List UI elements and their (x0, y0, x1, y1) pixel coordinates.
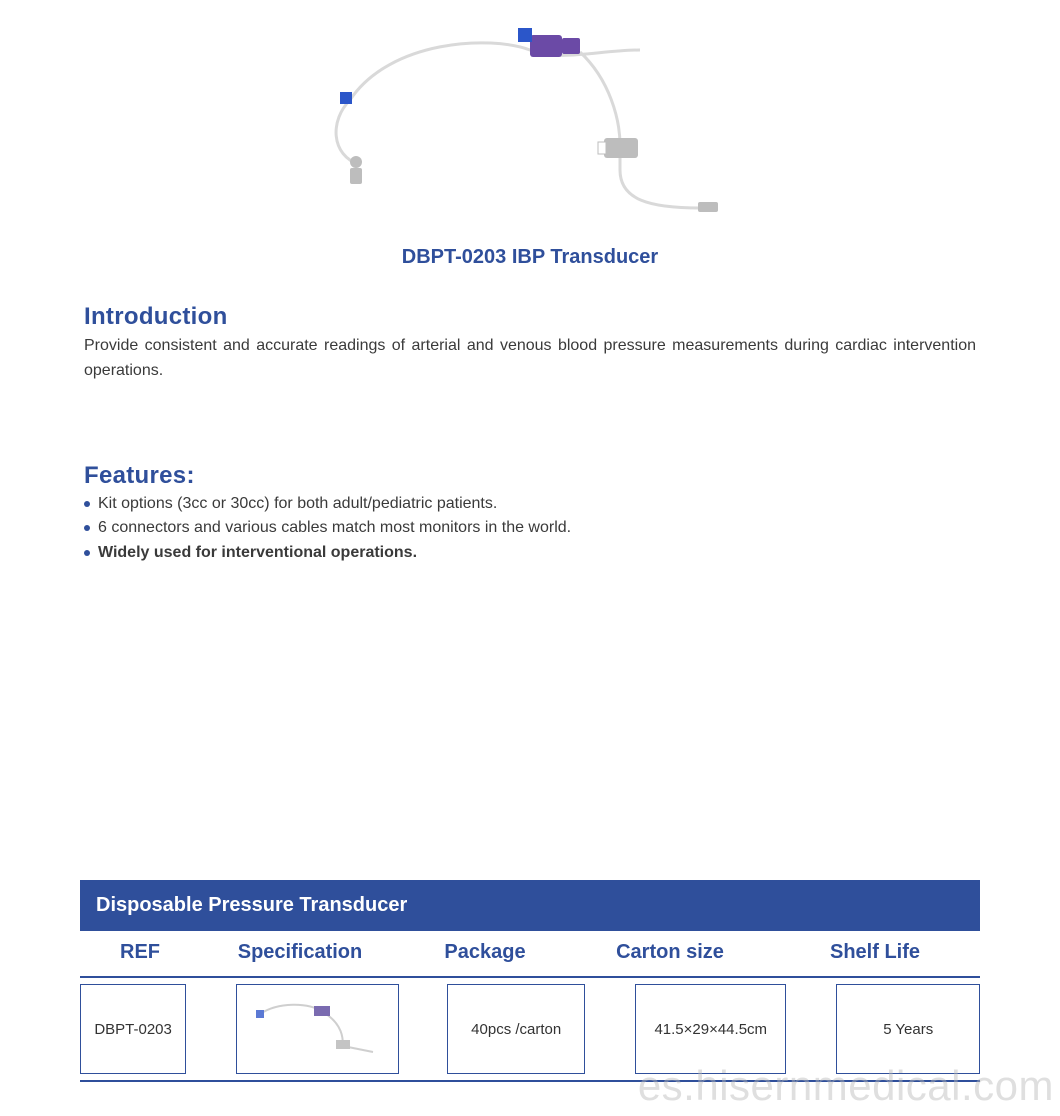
watermark: es.hisernmedical.com (638, 1062, 1054, 1110)
transducer-illustration (300, 10, 760, 230)
features-list: Kit options (3cc or 30cc) for both adult… (84, 492, 976, 566)
features-heading: Features: (84, 462, 976, 490)
th-pkg: Package (400, 941, 570, 964)
product-title: DBPT-0203 IBP Transducer (0, 246, 1060, 269)
introduction-body: Provide consistent and accurate readings… (84, 334, 976, 384)
feature-item: Kit options (3cc or 30cc) for both adult… (84, 492, 976, 517)
cell-carton: 41.5×29×44.5cm (635, 984, 786, 1074)
product-image (0, 0, 1060, 240)
table-banner: Disposable Pressure Transducer (80, 880, 980, 931)
cell-pkg: 40pcs /carton (447, 984, 585, 1074)
table-rule-top (80, 976, 980, 978)
feature-item: Widely used for interventional operation… (84, 541, 976, 566)
th-spec: Specification (200, 941, 400, 964)
feature-item: 6 connectors and various cables match mo… (84, 516, 976, 541)
table-row: DBPT-0203 40pcs /carton 41.5×29×44.5cm 5… (80, 984, 980, 1074)
spec-table: Disposable Pressure Transducer REF Speci… (80, 880, 980, 1082)
introduction-heading: Introduction (84, 303, 976, 331)
table-header-row: REF Specification Package Carton size Sh… (80, 931, 980, 976)
th-ref: REF (80, 941, 200, 964)
cell-ref: DBPT-0203 (80, 984, 186, 1074)
cell-shelf: 5 Years (836, 984, 980, 1074)
spec-thumbnail (248, 994, 388, 1064)
th-shelf: Shelf Life (770, 941, 980, 964)
th-carton: Carton size (570, 941, 770, 964)
cell-spec (236, 984, 399, 1074)
